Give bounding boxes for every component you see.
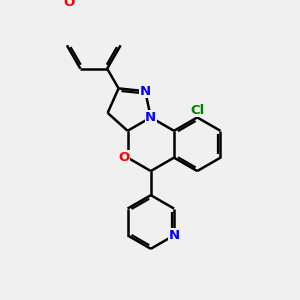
- Text: N: N: [169, 229, 180, 242]
- Text: N: N: [145, 111, 156, 124]
- Text: Cl: Cl: [190, 104, 204, 117]
- Text: O: O: [118, 151, 129, 164]
- Text: N: N: [140, 85, 151, 98]
- Text: O: O: [63, 0, 75, 9]
